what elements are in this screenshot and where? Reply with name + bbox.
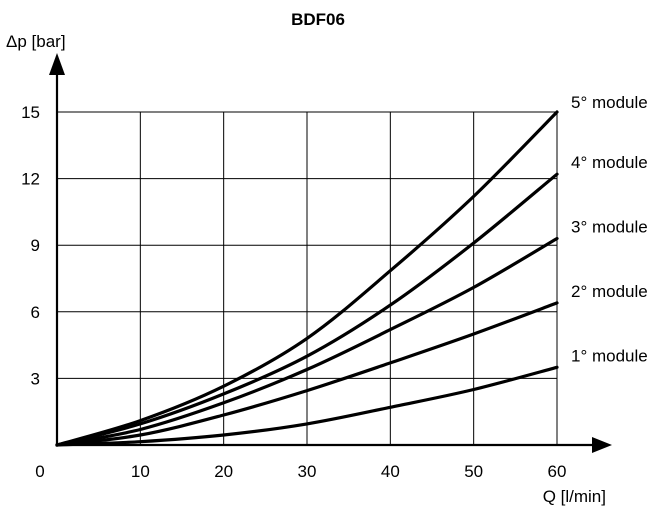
series-curves bbox=[55, 110, 559, 447]
series-label-module-2: 2° module bbox=[571, 282, 648, 301]
y-axis-label: Δp [bar] bbox=[6, 32, 66, 51]
series-line-module-2 bbox=[55, 301, 559, 447]
axes bbox=[49, 53, 612, 453]
x-tick-label: 60 bbox=[548, 462, 567, 481]
x-tick-label: 40 bbox=[381, 462, 400, 481]
series-line-module-4 bbox=[55, 172, 559, 447]
series-label-module-4: 4° module bbox=[571, 153, 648, 172]
y-tick-label: 15 bbox=[21, 103, 40, 122]
series-label-module-5: 5° module bbox=[571, 93, 648, 112]
y-tick-label: 9 bbox=[31, 236, 40, 255]
x-axis-arrow bbox=[592, 437, 612, 453]
y-axis-arrow bbox=[49, 53, 65, 75]
origin-label: 0 bbox=[35, 462, 44, 481]
x-axis-label: Q [l/min] bbox=[543, 487, 606, 506]
grid bbox=[57, 111, 558, 445]
y-tick-label: 12 bbox=[21, 170, 40, 189]
x-tick-label: 10 bbox=[131, 462, 150, 481]
tick-labels: 10 20 30 40 50 60 3 6 9 12 15 bbox=[21, 103, 566, 481]
y-tick-label: 3 bbox=[31, 369, 40, 388]
chart-title: BDF06 bbox=[291, 10, 345, 29]
series-labels: 1° module 2° module 3° module 4° module 5° m… bbox=[571, 93, 648, 365]
series-label-module-3: 3° module bbox=[571, 218, 648, 237]
x-tick-label: 50 bbox=[464, 462, 483, 481]
series-line-module-3 bbox=[55, 236, 559, 447]
x-tick-label: 30 bbox=[298, 462, 317, 481]
x-tick-label: 20 bbox=[214, 462, 233, 481]
series-line-module-1 bbox=[55, 365, 559, 447]
series-label-module-1: 1° module bbox=[571, 346, 648, 365]
y-tick-label: 6 bbox=[31, 303, 40, 322]
series-line-module-5 bbox=[55, 110, 559, 447]
